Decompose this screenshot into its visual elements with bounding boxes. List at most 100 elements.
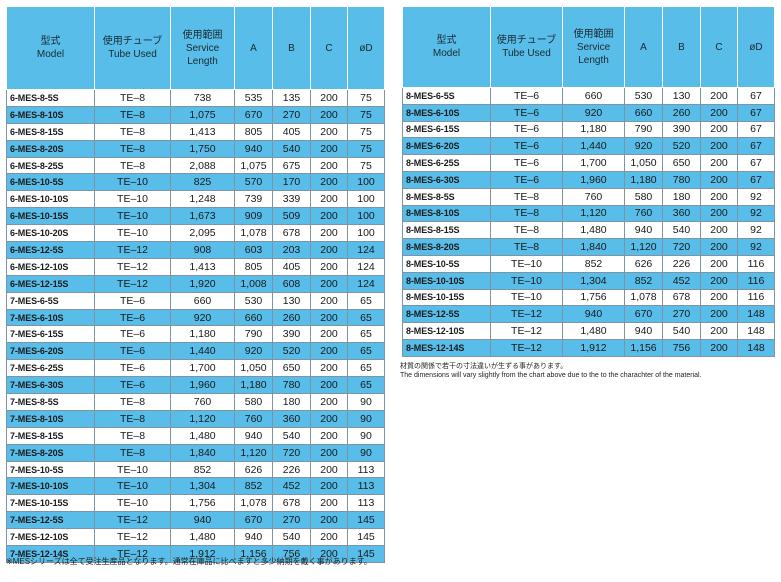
cell-d: 100: [347, 190, 385, 209]
cell-c: 200: [310, 291, 348, 310]
cell-service-length: 825: [170, 173, 235, 192]
table-row: 7-MES-6-5S TE–6 660 530 130 200 65: [6, 291, 385, 310]
cell-c: 200: [700, 120, 738, 139]
cell-c: 200: [700, 288, 738, 307]
table-row: 8-MES-10-10S TE–10 1,304 852 452 200 116: [402, 271, 775, 290]
cell-model: 6-MES-8-10S: [6, 105, 95, 124]
cell-tube-used: TE–12: [94, 528, 171, 547]
cell-c: 200: [310, 426, 348, 445]
cell-d: 148: [737, 322, 775, 340]
note-dimension-variance-en: The dimensions will vary slightly from t…: [400, 372, 702, 379]
cell-c: 200: [310, 545, 348, 563]
cell-b: 135: [272, 89, 311, 107]
cell-tube-used: TE–10: [94, 477, 171, 496]
cell-tube-used: TE–12: [94, 511, 171, 530]
cell-tube-used: TE–8: [94, 426, 171, 445]
table-row: 6-MES-8-10S TE–8 1,075 670 270 200 75: [6, 105, 385, 124]
cell-model: 6-MES-12-5S: [6, 241, 95, 259]
table-body-right: 8-MES-6-5S TE–6 660 530 130 200 67 8-MES-6-10S T…: [402, 87, 775, 357]
cell-d: 75: [347, 139, 385, 158]
cell-a: 805: [234, 122, 273, 141]
header-model: 型式 Model: [6, 6, 95, 90]
cell-tube-used: TE–6: [94, 376, 171, 395]
cell-d: 65: [347, 325, 385, 344]
table-row: 7-MES-10-10S TE–10 1,304 852 452 200 113: [6, 477, 385, 496]
cell-b: 756: [272, 545, 311, 563]
table-row: 7-MES-6-20S TE–6 1,440 920 520 200 65: [6, 342, 385, 361]
cell-tube-used: TE–8: [490, 221, 563, 240]
cell-model: 7-MES-8-5S: [6, 393, 95, 411]
cell-service-length: 852: [562, 254, 625, 273]
cell-d: 67: [737, 120, 775, 139]
table-row: 7-MES-6-15S TE–6 1,180 790 390 200 65: [6, 325, 385, 344]
cell-model: 6-MES-10-5S: [6, 173, 95, 192]
cell-d: 67: [737, 87, 775, 105]
table-row: 7-MES-12-14S TE–12 1,912 1,156 756 200 145: [6, 545, 385, 563]
cell-c: 200: [700, 305, 738, 324]
cell-model: 7-MES-6-30S: [6, 376, 95, 395]
cell-tube-used: TE–8: [94, 409, 171, 428]
cell-service-length: 660: [562, 87, 625, 105]
table-row: 8-MES-12-14S TE–12 1,912 1,156 756 200 148: [402, 338, 775, 357]
cell-model: 6-MES-8-15S: [6, 122, 95, 141]
table-row: 8-MES-6-20S TE–6 1,440 920 520 200 67: [402, 137, 775, 156]
cell-c: 200: [310, 257, 348, 276]
cell-tube-used: TE–8: [94, 139, 171, 158]
cell-tube-used: TE–6: [94, 359, 171, 378]
table-row: 6-MES-12-15S TE–12 1,920 1,008 608 200 124: [6, 274, 385, 293]
cell-model: 7-MES-6-25S: [6, 359, 95, 378]
cell-a: 739: [234, 190, 273, 209]
cell-d: 113: [347, 494, 385, 513]
note-order-production: ※MESシリーズは全て受注生産品となります。通常在庫品に比べますと多少納期を戴く…: [6, 557, 372, 566]
cell-model: 8-MES-8-15S: [402, 221, 491, 240]
cell-a: 1,156: [234, 545, 273, 563]
cell-c: 200: [700, 204, 738, 223]
cell-tube-used: TE–6: [490, 137, 563, 156]
cell-service-length: 1,960: [562, 170, 625, 189]
cell-b: 170: [272, 173, 311, 192]
cell-c: 200: [310, 342, 348, 361]
cell-a: 790: [234, 325, 273, 344]
cell-b: 540: [662, 221, 701, 240]
cell-a: 603: [234, 241, 273, 259]
cell-c: 200: [700, 322, 738, 340]
table-row: 7-MES-8-5S TE–8 760 580 180 200 90: [6, 393, 385, 411]
cell-b: 678: [272, 494, 311, 513]
cell-service-length: 1,960: [170, 376, 235, 395]
table-row: 8-MES-6-10S TE–6 920 660 260 200 67: [402, 103, 775, 122]
cell-c: 200: [310, 139, 348, 158]
table-row: 7-MES-12-10S TE–12 1,480 940 540 200 145: [6, 528, 385, 547]
table-row: 6-MES-8-25S TE–8 2,088 1,075 675 200 75: [6, 156, 385, 175]
cell-d: 75: [347, 156, 385, 175]
cell-a: 660: [624, 103, 663, 122]
table-row: 8-MES-6-25S TE–6 1,700 1,050 650 200 67: [402, 154, 775, 172]
cell-tube-used: TE–8: [490, 204, 563, 223]
cell-c: 200: [700, 103, 738, 122]
cell-a: 1,156: [624, 338, 663, 357]
table-header-row: 型式 Model 使用チューブ Tube Used 使用範囲 Service Lengt…: [402, 6, 775, 88]
cell-b: 452: [662, 271, 701, 290]
cell-d: 92: [737, 221, 775, 240]
cell-a: 626: [234, 460, 273, 479]
cell-a: 852: [234, 477, 273, 496]
cell-service-length: 738: [170, 89, 235, 107]
cell-a: 790: [624, 120, 663, 139]
cell-c: 200: [310, 224, 348, 243]
cell-model: 8-MES-8-20S: [402, 238, 491, 256]
cell-c: 200: [310, 122, 348, 141]
header-a: A: [234, 6, 273, 90]
cell-a: 1,078: [624, 288, 663, 307]
cell-service-length: 908: [170, 241, 235, 259]
cell-tube-used: TE–12: [94, 257, 171, 276]
cell-c: 200: [310, 241, 348, 259]
table-row: 6-MES-12-10S TE–12 1,413 805 405 200 124: [6, 257, 385, 276]
cell-c: 200: [310, 477, 348, 496]
cell-b: 180: [662, 187, 701, 206]
cell-d: 116: [737, 254, 775, 273]
cell-d: 148: [737, 338, 775, 357]
cell-d: 116: [737, 288, 775, 307]
cell-model: 8-MES-12-5S: [402, 305, 491, 324]
cell-b: 540: [272, 528, 311, 547]
cell-a: 626: [624, 254, 663, 273]
cell-b: 540: [662, 322, 701, 340]
